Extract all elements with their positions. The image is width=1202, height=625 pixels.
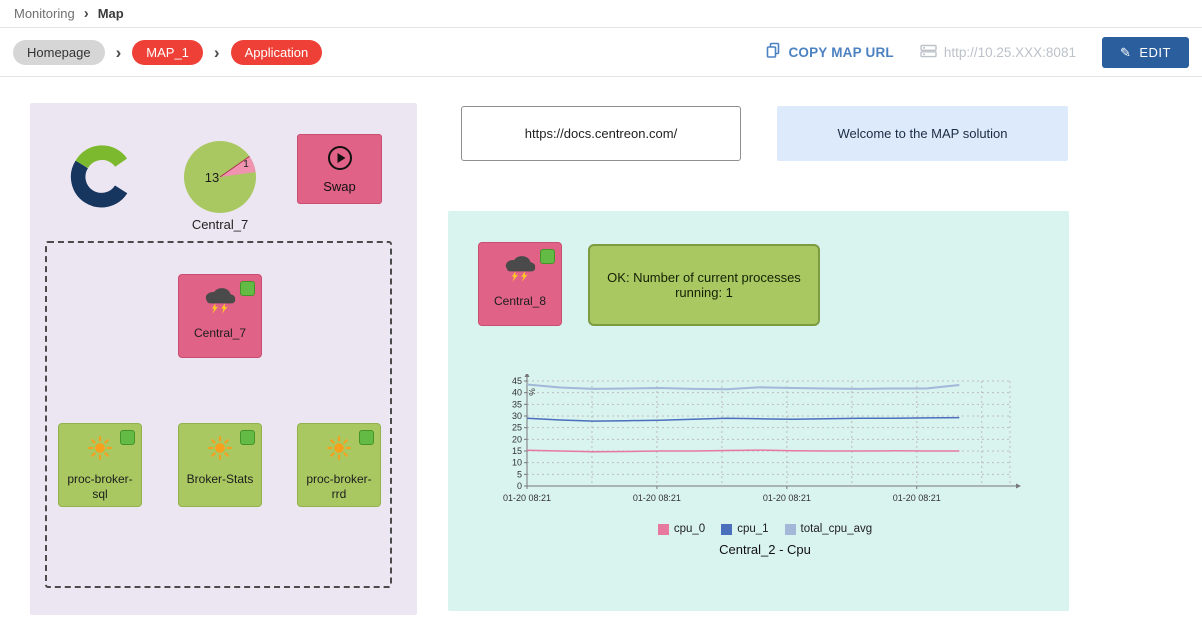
- chevron-right-icon: ›: [213, 42, 220, 62]
- legend-swatch: [657, 523, 669, 535]
- status-ok-indicator: [240, 430, 255, 445]
- node-label: proc-broker-rrd: [306, 472, 372, 501]
- map-node-swap[interactable]: Swap: [297, 134, 382, 204]
- sun-icon: [326, 435, 352, 465]
- svg-text:01-20 08:21: 01-20 08:21: [633, 493, 681, 503]
- map-path-map-1[interactable]: MAP_1: [132, 39, 203, 65]
- copy-map-url-label: COPY MAP URL: [788, 44, 894, 60]
- gauge-value: 13: [205, 170, 219, 185]
- node-label: Central_7: [193, 326, 247, 340]
- svg-text:45: 45: [512, 376, 522, 386]
- status-output-text: OK: Number of current processes running:…: [607, 270, 801, 300]
- play-icon: [327, 145, 353, 174]
- pencil-icon: ✎: [1119, 44, 1132, 60]
- map-node-central-7[interactable]: Central_7: [178, 274, 262, 358]
- sun-icon: [87, 435, 113, 465]
- node-label: Central_8: [493, 294, 547, 308]
- node-label: Swap: [323, 178, 356, 194]
- status-ok-indicator: [240, 281, 255, 296]
- svg-text:01-20 08:21: 01-20 08:21: [503, 493, 551, 503]
- pie-pink-slice: [220, 156, 256, 177]
- gauge-slice-value: 1: [243, 159, 249, 170]
- doc-link-widget[interactable]: https://docs.centreon.com/: [461, 106, 741, 161]
- storm-cloud-icon: [502, 254, 538, 287]
- top-breadcrumb: Monitoring › Map: [0, 0, 1202, 27]
- group-outline: [45, 241, 392, 588]
- svg-text:5: 5: [517, 469, 522, 479]
- node-label: Broker-Stats: [186, 472, 254, 486]
- map-node-proc-broker-rrd[interactable]: proc-broker-rrd: [297, 423, 381, 507]
- map-canvas: 13 1 Central_7 Swap: [0, 77, 1202, 625]
- server-icon: [920, 44, 937, 61]
- svg-text:40: 40: [512, 388, 522, 398]
- svg-text:0: 0: [517, 481, 522, 491]
- edit-button[interactable]: ✎ EDIT: [1101, 36, 1189, 68]
- toolbar-right-group: COPY MAP URL http://10.25.XXX:8081 ✎ EDI…: [765, 36, 1189, 68]
- legend-item: total_cpu_avg: [784, 523, 873, 535]
- chart-title: Central_2 - Cpu: [719, 542, 811, 557]
- legend-item: cpu_1: [721, 523, 769, 535]
- map-node-broker-stats[interactable]: Broker-Stats: [178, 423, 262, 507]
- chevron-right-icon: ›: [83, 5, 89, 22]
- doc-link-text: https://docs.centreon.com/: [524, 126, 678, 141]
- svg-text:%: %: [527, 388, 537, 396]
- legend-label: cpu_0: [673, 523, 706, 535]
- node-label: proc-broker-sql: [67, 472, 133, 501]
- legend-swatch: [784, 523, 796, 535]
- svg-text:01-20 08:21: 01-20 08:21: [893, 493, 941, 503]
- status-ok-indicator: [359, 430, 374, 445]
- right-container-widget: Central_8 OK: Number of current processe…: [448, 211, 1069, 611]
- sun-icon: [207, 435, 233, 465]
- copy-map-url-button[interactable]: COPY MAP URL: [765, 42, 894, 62]
- map-path-application[interactable]: Application: [230, 39, 323, 65]
- centreon-logo: [63, 143, 141, 214]
- status-ok-indicator: [120, 430, 135, 445]
- status-output-box: OK: Number of current processes running:…: [588, 244, 820, 326]
- breadcrumb-item-monitoring[interactable]: Monitoring: [14, 6, 75, 21]
- map-node-proc-broker-sql[interactable]: proc-broker-sql: [58, 423, 142, 507]
- map-toolbar: Homepage › MAP_1 › Application COPY MAP …: [0, 27, 1202, 77]
- gauge-label: Central_7: [191, 217, 249, 232]
- status-ok-indicator: [540, 249, 555, 264]
- svg-text:20: 20: [512, 434, 522, 444]
- copy-icon: [765, 42, 781, 62]
- legend-item: cpu_0: [657, 523, 706, 535]
- welcome-text: Welcome to the MAP solution: [837, 126, 1008, 141]
- svg-text:25: 25: [512, 423, 522, 433]
- breadcrumb-item-map[interactable]: Map: [97, 6, 124, 21]
- svg-text:30: 30: [512, 411, 522, 421]
- map-path-homepage[interactable]: Homepage: [13, 39, 105, 65]
- map-path-breadcrumb: Homepage › MAP_1 › Application: [13, 39, 323, 65]
- legend-label: total_cpu_avg: [800, 523, 873, 535]
- server-url-text: http://10.25.XXX:8081: [943, 44, 1076, 60]
- svg-text:15: 15: [512, 446, 522, 456]
- svg-text:35: 35: [512, 399, 522, 409]
- svg-text:01-20 08:21: 01-20 08:21: [763, 493, 811, 503]
- legend-label: cpu_1: [737, 523, 769, 535]
- cpu-chart-widget[interactable]: 0 5 10 15 20 25 30 35 40 45 01-20 08:21 01-20 08:21…: [500, 372, 1030, 557]
- svg-text:10: 10: [512, 458, 522, 468]
- edit-button-label: EDIT: [1139, 44, 1171, 60]
- pie-gauge-central-7[interactable]: 13 1: [182, 139, 258, 215]
- chevron-right-icon: ›: [115, 42, 122, 62]
- welcome-widget: Welcome to the MAP solution: [777, 106, 1068, 161]
- left-container-widget: 13 1 Central_7 Swap: [30, 103, 417, 615]
- storm-cloud-icon: [202, 286, 238, 319]
- legend-swatch: [721, 523, 733, 535]
- map-node-central-8[interactable]: Central_8: [478, 242, 562, 326]
- chart-legend: cpu_0 cpu_1 total_cpu_avg: [500, 523, 1030, 535]
- server-url: http://10.25.XXX:8081: [920, 44, 1076, 61]
